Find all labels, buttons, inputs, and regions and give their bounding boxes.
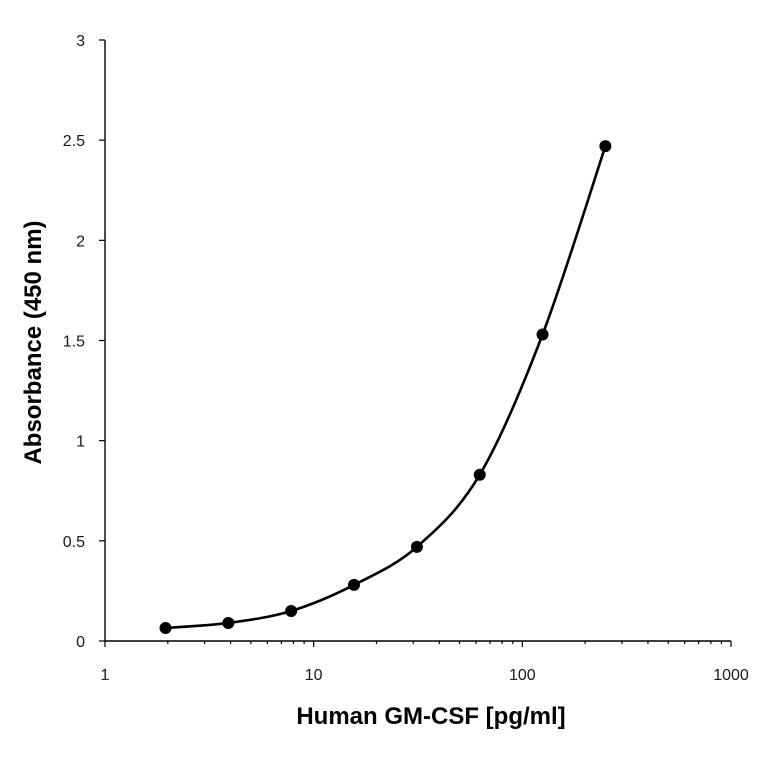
data-point <box>599 140 612 153</box>
data-point <box>347 578 360 591</box>
x-axis-title: Human GM-CSF [pg/ml] <box>296 703 565 730</box>
data-point <box>285 604 298 617</box>
y-axis-ticks: 0 0.5 1 1.5 2 2.5 3 <box>63 33 105 651</box>
data-point <box>159 621 172 634</box>
x-tick-label: 1 <box>101 667 110 684</box>
x-tick-label: 10 <box>305 667 323 684</box>
y-tick-label: 2 <box>76 233 85 250</box>
data-point <box>222 616 235 629</box>
y-tick-label: 0 <box>76 634 85 651</box>
data-point <box>410 540 423 553</box>
y-tick-label: 0.5 <box>63 534 85 551</box>
data-point <box>536 328 549 341</box>
x-tick-label: 100 <box>509 667 536 684</box>
y-tick-label: 2.5 <box>63 133 85 150</box>
x-tick-label: 1000 <box>713 667 749 684</box>
y-tick-label: 1 <box>76 434 85 451</box>
data-series <box>159 140 612 634</box>
data-point <box>473 468 486 481</box>
y-tick-label: 1.5 <box>63 334 85 351</box>
x-axis-ticks: 1 10 100 1000 <box>101 641 749 684</box>
fit-curve <box>165 145 607 630</box>
y-tick-label: 3 <box>76 33 85 50</box>
y-axis-title: Absorbance (450 nm) <box>20 220 47 464</box>
